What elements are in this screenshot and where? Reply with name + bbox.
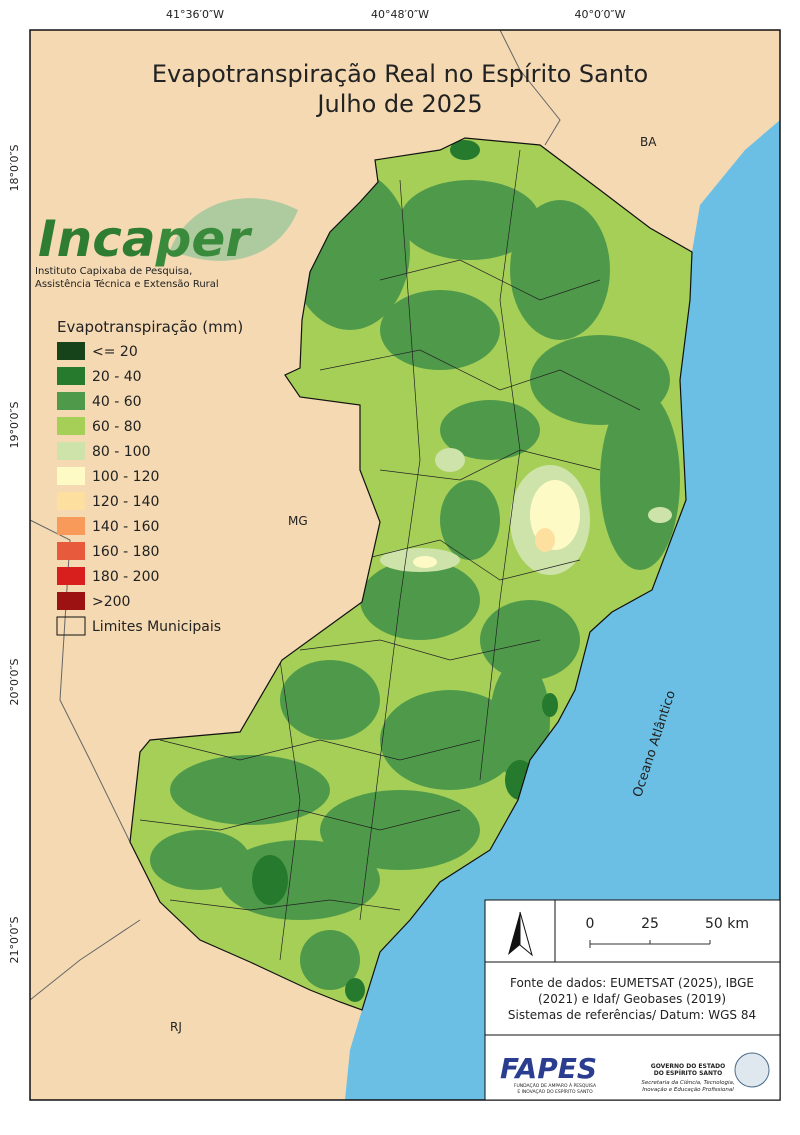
logo-name: Incaper: [38, 210, 253, 268]
legend-title: Evapotranspiração (mm): [57, 318, 243, 336]
fapes-subtitle: FUNDAÇÃO DE AMPARO À PESQUISA: [514, 1082, 597, 1089]
logo-subtitle: Instituto Capixaba de Pesquisa,: [35, 266, 192, 277]
legend-label: 180 - 200: [92, 569, 159, 585]
scale-label: 50 km: [705, 916, 749, 932]
region-label: RJ: [170, 1020, 182, 1034]
longitude-label: 40°0′0″W: [575, 8, 626, 21]
legend-swatch: [57, 492, 85, 510]
info-box: 0 25 50 km Fonte de dados: EUMETSAT (202…: [484, 899, 781, 1101]
subtitle: Julho de 2025: [315, 90, 482, 118]
legend-label: <= 20: [92, 344, 138, 360]
latitude-label: 19°0′0″S: [8, 401, 21, 448]
state-border: [29, 29, 561, 1001]
longitude-label: 41°36′0″W: [166, 8, 224, 21]
legend-label: 20 - 40: [92, 369, 142, 385]
legend-label: Limites Municipais: [92, 619, 221, 635]
logo-subtitle: Assistência Técnica e Extensão Rural: [35, 278, 219, 290]
legend-swatch: [57, 442, 85, 460]
fapes-logo: FAPES: [500, 1052, 597, 1085]
coat-of-arms: [734, 1052, 770, 1088]
scale-label: 0: [586, 916, 595, 932]
legend-swatch: [57, 567, 85, 585]
source-text: Sistemas de referências/ Datum: WGS 84: [508, 1008, 756, 1022]
legend-swatch: [57, 542, 85, 560]
graticule: 41°36′0″W 40°48′0″W 40°0′0″W 18°0′0″S 19…: [8, 8, 626, 964]
legend-swatch: [56, 616, 86, 636]
legend-label: 100 - 120: [92, 469, 159, 485]
legend-swatch: [57, 467, 85, 485]
legend-swatch: [57, 367, 85, 385]
latitude-label: 20°0′0″S: [8, 658, 21, 705]
legend-swatch: [57, 517, 85, 535]
legend-label: 140 - 160: [92, 519, 159, 535]
source-text: Fonte de dados: EUMETSAT (2025), IBGE: [510, 976, 754, 990]
title: Evapotranspiração Real no Espírito Santo: [152, 60, 648, 88]
legend-swatch: [57, 592, 85, 610]
legend-label: 60 - 80: [92, 419, 142, 435]
fapes-subtitle: E INOVAÇÃO DO ESPÍRITO SANTO: [517, 1088, 593, 1095]
legend-label: 120 - 140: [92, 494, 159, 510]
legend-label: 80 - 100: [92, 444, 151, 460]
frame: [29, 29, 781, 1101]
gov-label: DO ESPÍRITO SANTO: [654, 1069, 723, 1077]
latitude-label: 21°0′0″S: [8, 916, 21, 963]
scale-label: 25: [641, 916, 659, 932]
region-label: MG: [288, 514, 308, 528]
region-label: BA: [640, 135, 657, 149]
legend-label: 160 - 180: [92, 544, 159, 560]
legend-swatch: [57, 392, 85, 410]
ocean: [345, 120, 780, 1100]
gov-label: GOVERNO DO ESTADO: [651, 1063, 725, 1070]
legend-swatch: [57, 342, 85, 360]
source-text: (2021) e Idaf/ Geobases (2019): [538, 992, 726, 1006]
incaper-logo: Incaper Instituto Capixaba de Pesquisa, …: [35, 198, 298, 290]
latitude-label: 18°0′0″S: [8, 144, 21, 191]
legend-swatch: [57, 417, 85, 435]
secretaria-label: Inovação e Educação Profissional: [642, 1087, 734, 1093]
longitude-label: 40°48′0″W: [371, 8, 429, 21]
legend: Evapotranspiração (mm) <= 20 20 - 40 40 - …: [56, 318, 243, 636]
legend-label: >200: [92, 594, 130, 610]
legend-label: 40 - 60: [92, 394, 142, 410]
secretaria-label: Secretaria da Ciência, Tecnologia,: [641, 1079, 734, 1086]
